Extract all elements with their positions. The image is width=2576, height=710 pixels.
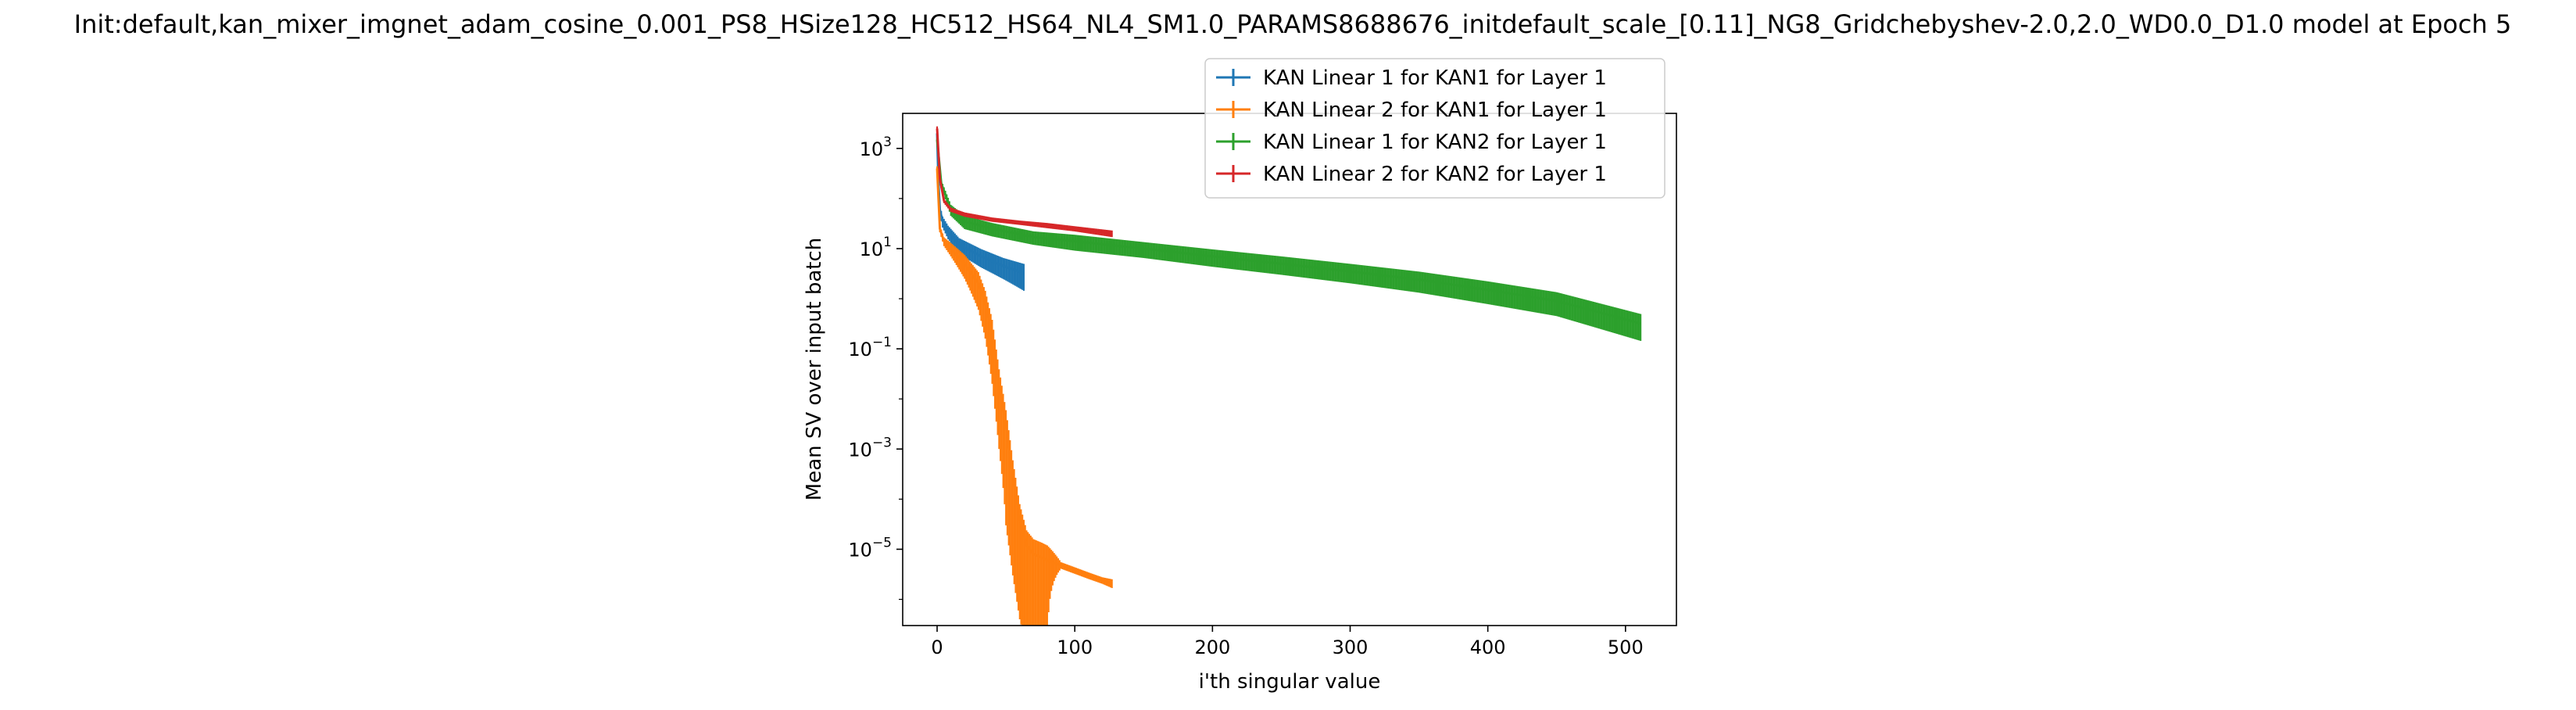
x-axis: 0 100 200 300 400 500 bbox=[931, 626, 1644, 658]
series-line bbox=[936, 128, 1112, 235]
x-tick-label: 0 bbox=[931, 636, 943, 658]
plot-area bbox=[936, 126, 1642, 626]
legend-item: KAN Linear 2 for KAN1 for Layer 1 bbox=[1216, 99, 1607, 122]
legend-item: KAN Linear 1 for KAN2 for Layer 1 bbox=[1216, 131, 1607, 154]
y-axis: 10−5 10−3 10−1 101 103 bbox=[848, 134, 903, 601]
series-line bbox=[936, 133, 1025, 275]
series-line bbox=[936, 168, 1113, 585]
y-tick-label: 101 bbox=[860, 235, 892, 260]
series-2 bbox=[936, 166, 1113, 626]
series-4 bbox=[936, 126, 1113, 238]
legend-label: KAN Linear 2 for KAN1 for Layer 1 bbox=[1263, 99, 1607, 122]
legend-label: KAN Linear 1 for KAN1 for Layer 1 bbox=[1263, 66, 1607, 90]
legend-box bbox=[1204, 58, 1665, 199]
x-tick-label: 500 bbox=[1608, 636, 1644, 658]
legend-item: KAN Linear 1 for KAN1 for Layer 1 bbox=[1216, 66, 1607, 90]
series-1 bbox=[936, 130, 1025, 291]
x-tick-label: 300 bbox=[1333, 636, 1368, 658]
y-tick-label: 10−3 bbox=[848, 435, 892, 461]
x-tick-label: 100 bbox=[1057, 636, 1093, 658]
y-axis-label: Mean SV over input batch bbox=[803, 238, 826, 500]
legend-label: KAN Linear 1 for KAN2 for Layer 1 bbox=[1263, 131, 1607, 154]
x-tick-label: 200 bbox=[1194, 636, 1230, 658]
y-tick-label: 10−5 bbox=[848, 535, 892, 561]
series-line bbox=[936, 139, 1641, 325]
legend: KAN Linear 1 for KAN1 for Layer 1 KAN Lin… bbox=[1204, 58, 1665, 199]
y-tick-label: 10−1 bbox=[848, 335, 892, 360]
legend-item: KAN Linear 2 for KAN2 for Layer 1 bbox=[1216, 163, 1607, 186]
legend-label: KAN Linear 2 for KAN2 for Layer 1 bbox=[1263, 163, 1607, 186]
y-tick-label: 103 bbox=[860, 134, 892, 160]
series-3 bbox=[936, 137, 1642, 341]
x-tick-label: 400 bbox=[1470, 636, 1506, 658]
chart-title: Init:default,kan_mixer_imgnet_adam_cosin… bbox=[74, 9, 2512, 39]
x-axis-label: i'th singular value bbox=[1199, 670, 1381, 694]
